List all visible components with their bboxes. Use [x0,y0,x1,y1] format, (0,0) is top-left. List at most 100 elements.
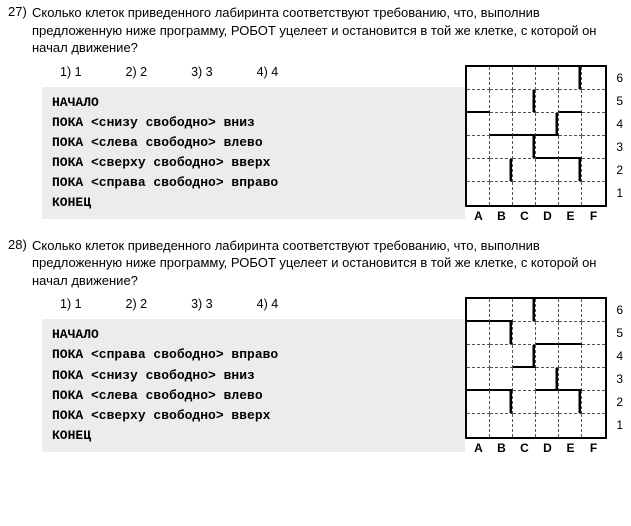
answer-options: 1) 12) 23) 34) 4 [60,65,465,79]
grid-cell [467,299,490,322]
grid-cell [559,414,582,437]
row-labels: 654321 [616,67,623,205]
grid-cell [467,90,490,113]
col-label: D [536,441,559,455]
answer-option: 3) 3 [191,65,213,79]
grid-cell [559,136,582,159]
grid-cell [490,368,513,391]
col-labels: ABCDEF [467,441,605,455]
code-line: ПОКА <снизу свободно> вниз [52,366,455,386]
program-code: НАЧАЛОПОКА <снизу свободно> внизПОКА <сл… [42,87,465,220]
grid-cell [467,322,490,345]
grid-cell [490,113,513,136]
problem: 28)Сколько клеток приведенного лабиринта… [8,237,623,456]
col-label: F [582,209,605,223]
col-label: C [513,441,536,455]
grid-cell [490,345,513,368]
grid-cell [559,90,582,113]
grid-cell [490,159,513,182]
code-line: ПОКА <слева свободно> влево [52,133,455,153]
code-line: НАЧАЛО [52,325,455,345]
answer-option: 2) 2 [126,297,148,311]
grid-cell [536,322,559,345]
grid-cell [490,322,513,345]
question-number: 27) [8,4,32,19]
grid-cell [490,90,513,113]
grid-cell [559,368,582,391]
grid-cell [536,90,559,113]
grid-cell [467,67,490,90]
code-line: КОНЕЦ [52,426,455,446]
row-label: 4 [616,345,623,368]
col-label: F [582,441,605,455]
grid-cell [582,136,605,159]
grid-cell [490,67,513,90]
code-line: ПОКА <слева свободно> влево [52,386,455,406]
grid-cell [513,159,536,182]
row-label: 1 [616,414,623,437]
grid-cell [490,391,513,414]
col-label: B [490,441,513,455]
code-line: КОНЕЦ [52,193,455,213]
grid-cell [582,182,605,205]
row-label: 5 [616,322,623,345]
grid-cell [467,136,490,159]
grid-cell [467,182,490,205]
col-label: D [536,209,559,223]
col-label: A [467,209,490,223]
grid-cell [513,136,536,159]
grid-cell [513,67,536,90]
grid-cell [513,414,536,437]
grid-cell [582,90,605,113]
grid-cell [513,368,536,391]
grid-cell [536,345,559,368]
col-label: C [513,209,536,223]
question-text: Сколько клеток приведенного лабиринта со… [32,4,623,57]
grid-cell [513,391,536,414]
row-label: 4 [616,113,623,136]
answer-option: 2) 2 [126,65,148,79]
grid-cell [582,391,605,414]
grid-cell [582,67,605,90]
row-label: 2 [616,391,623,414]
col-label: E [559,441,582,455]
grid-cell [559,299,582,322]
grid-cell [582,322,605,345]
grid-cell [559,345,582,368]
grid-cell [582,345,605,368]
grid-cell [559,391,582,414]
grid-cell [559,159,582,182]
grid-cell [536,159,559,182]
grid-cell [513,90,536,113]
answer-option: 1) 1 [60,297,82,311]
code-line: НАЧАЛО [52,93,455,113]
col-labels: ABCDEF [467,209,605,223]
grid-cell [513,322,536,345]
row-labels: 654321 [616,299,623,437]
grid-cell [582,368,605,391]
problem: 27)Сколько клеток приведенного лабиринта… [8,4,623,223]
code-line: ПОКА <сверху свободно> вверх [52,153,455,173]
grid-cell [467,159,490,182]
program-code: НАЧАЛОПОКА <справа свободно> вправоПОКА … [42,319,465,452]
grid-cell [536,67,559,90]
row-label: 3 [616,136,623,159]
question-text: Сколько клеток приведенного лабиринта со… [32,237,623,290]
grid-cell [467,368,490,391]
grid-cell [559,67,582,90]
answer-option: 1) 1 [60,65,82,79]
maze-grid: 654321 ABCDEF [465,297,623,455]
grid-cell [536,414,559,437]
row-label: 3 [616,368,623,391]
grid-cell [536,136,559,159]
col-label: A [467,441,490,455]
row-label: 1 [616,182,623,205]
grid-cell [536,113,559,136]
grid-cell [490,299,513,322]
grid-cell [582,414,605,437]
answer-options: 1) 12) 23) 34) 4 [60,297,465,311]
grid-cell [536,391,559,414]
grid-cell [582,159,605,182]
code-line: ПОКА <справа свободно> вправо [52,345,455,365]
maze-grid: 654321 ABCDEF [465,65,623,223]
